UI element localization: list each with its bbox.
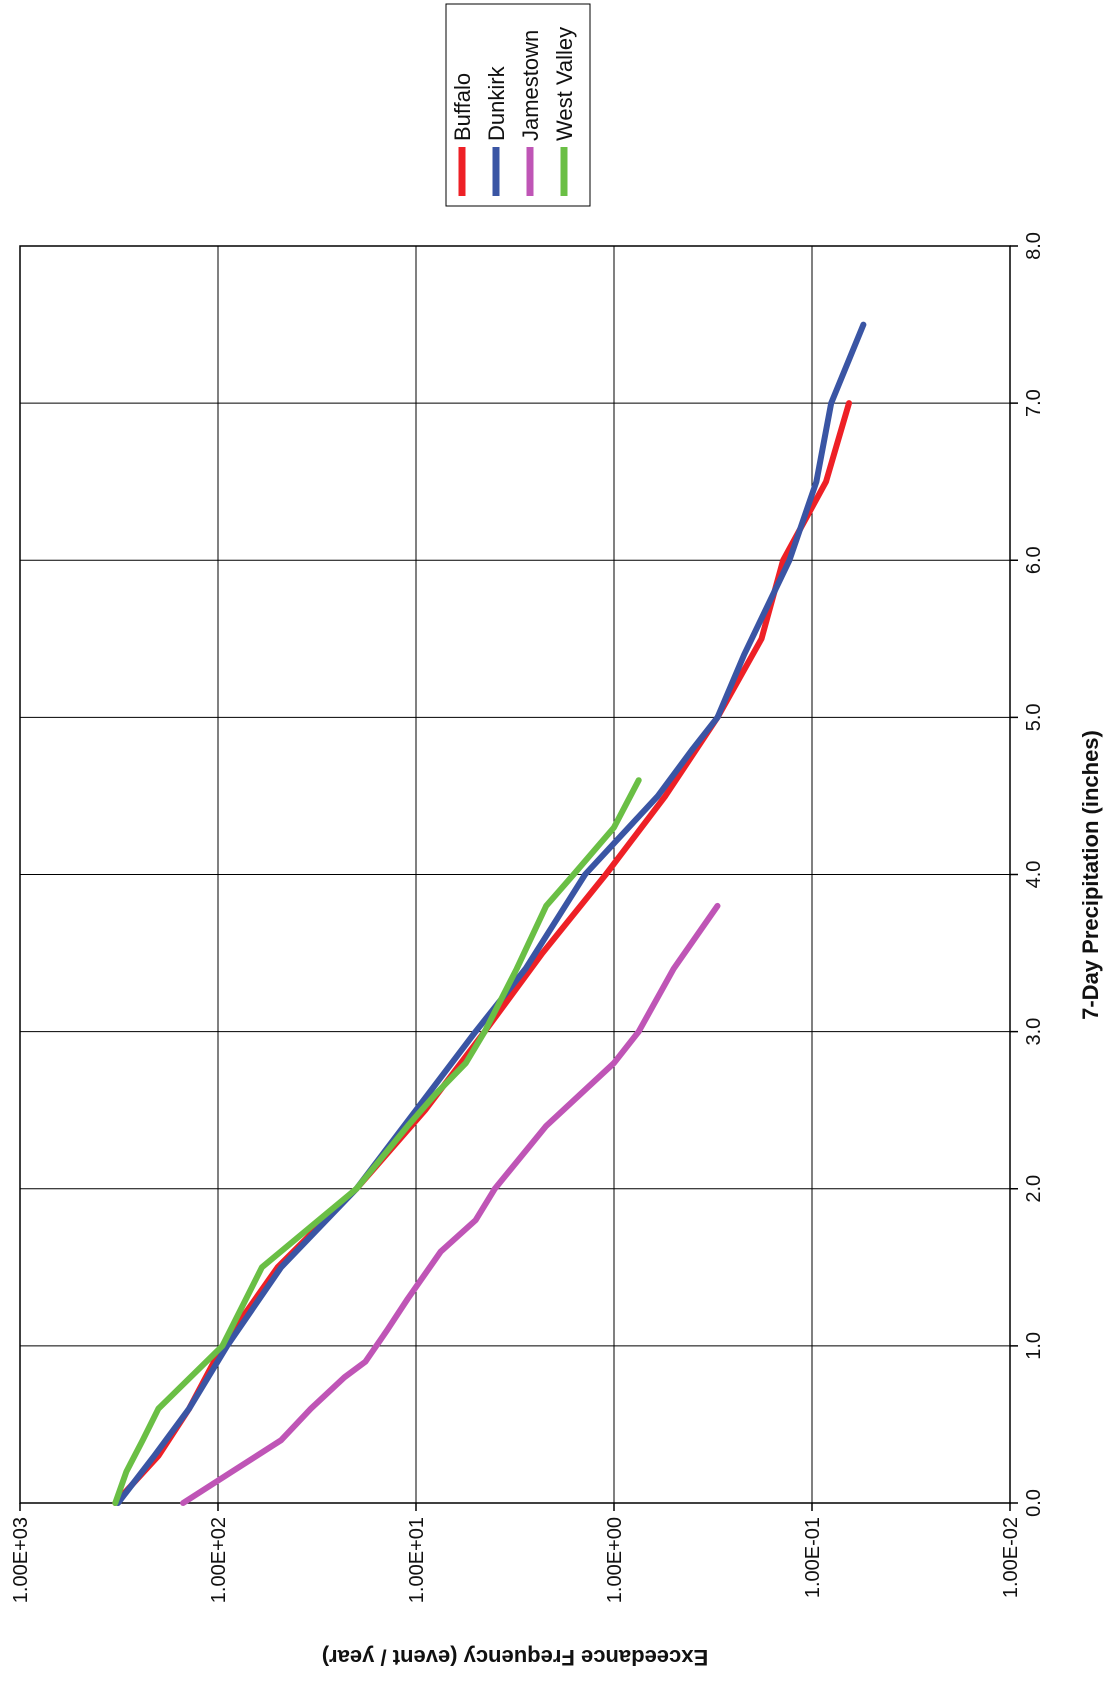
series-line-dunkirk [115,321,867,1506]
y-tick-label: 1.00E+01 [406,1517,428,1603]
x-tick-label: 2.0 [1023,1175,1045,1203]
legend-label: Jamestown [518,30,543,141]
x-tick-label: 0.0 [1023,1489,1045,1517]
legend-label: Buffalo [450,73,475,141]
x-tick-label: 7.0 [1023,389,1045,417]
x-tick-label: 5.0 [1023,703,1045,731]
y-tick-label: 1.00E+02 [208,1517,230,1603]
y-tick-label: 1.00E+03 [10,1517,32,1603]
x-tick-label: 4.0 [1023,861,1045,889]
series-lines [112,321,867,1506]
y-tick-label: 1.00E-01 [802,1517,824,1598]
x-tick-label: 6.0 [1023,546,1045,574]
y-tick-label: 1.00E+00 [604,1517,626,1603]
legend: Buffalo Dunkirk Jamestown West Valley [445,3,591,207]
x-tick-label: 1.0 [1023,1332,1045,1360]
series-line-west-valley [112,777,642,1506]
series-line-jamestown [180,902,721,1506]
tick-labels: 0.0 1.0 2.0 3.0 4.0 5.0 6.0 7.0 8.0 1.00E+03 1.00E… [10,232,1045,1603]
legend-label: West Valley [552,27,577,141]
gridlines [19,245,1018,1511]
x-tick-label: 3.0 [1023,1018,1045,1046]
legend-label: Dunkirk [484,65,509,141]
x-tick-label: 8.0 [1023,232,1045,260]
x-axis-title: 7-Day Precipitation (inches) [1078,730,1103,1020]
y-tick-label: 1.00E-02 [1000,1517,1022,1598]
y-axis-title: Exceedance Frequency (event / year) [322,1645,708,1670]
